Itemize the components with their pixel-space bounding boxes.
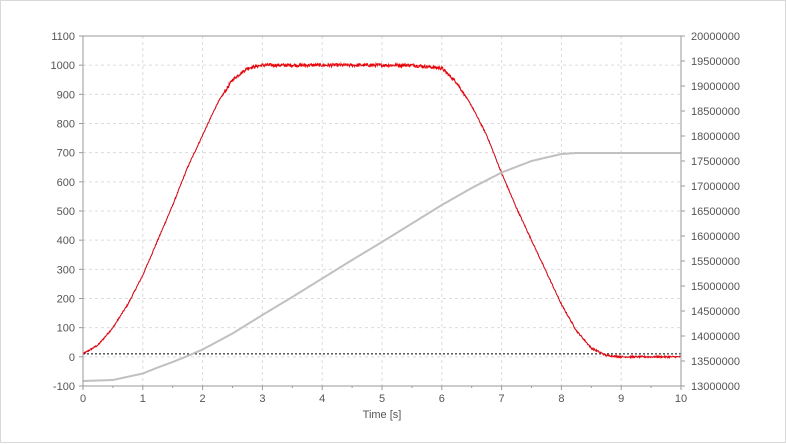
y-right-tick-label: 20000000	[691, 31, 740, 43]
y-left-tick-label: 100	[57, 323, 75, 335]
y-left-tick-label: 600	[57, 177, 75, 189]
y-left-tick-label: 200	[57, 294, 75, 306]
series-trend-0	[82, 64, 681, 358]
y-left-tick-label: 400	[57, 235, 75, 247]
y-right-tick-label: 17000000	[691, 181, 740, 193]
y-right-tick-label: 14000000	[691, 331, 740, 343]
tick-labels: 0 1 2 3 4 5 6 7 8 9 10 -100 0 100 200 300 400 500 600 700 80…	[51, 31, 740, 405]
y-right-tick-label: 13500000	[691, 356, 740, 368]
y-right-tick-label: 18500000	[691, 106, 740, 118]
y-left-tick-label: -100	[53, 381, 75, 393]
plot-area	[82, 61, 682, 382]
y-right-tick-label: 17500000	[691, 156, 740, 168]
y-right-tick-label: 18000000	[691, 131, 740, 143]
grid	[79, 35, 685, 390]
x-tick-label: 2	[200, 393, 206, 405]
x-tick-label: 9	[618, 393, 624, 405]
y-right-tick-label: 13000000	[691, 381, 740, 393]
x-tick-label: 1	[140, 393, 146, 405]
y-left-tick-label: 300	[57, 264, 75, 276]
y-right-tick-label: 19000000	[691, 81, 740, 93]
y-left-tick-label: 500	[57, 206, 75, 218]
y-right-tick-label: 19500000	[691, 56, 740, 68]
x-tick-label: 6	[439, 393, 445, 405]
x-tick-label: 5	[379, 393, 385, 405]
y-left-tick-label: 900	[57, 89, 75, 101]
x-tick-label: 3	[259, 393, 265, 405]
plot-border	[82, 35, 682, 387]
x-tick-label: 10	[675, 393, 687, 405]
x-tick-label: 8	[558, 393, 564, 405]
y-right-tick-label: 15500000	[691, 256, 740, 268]
y-left-tick-label: 800	[57, 119, 75, 131]
x-tick-label: 0	[80, 393, 86, 405]
y-right-tick-label: 16000000	[691, 231, 740, 243]
y-right-tick-label: 16500000	[691, 206, 740, 218]
y-left-tick-label: 1100	[51, 31, 75, 43]
series-line-1	[82, 152, 681, 382]
y-left-tick-label: 1000	[51, 60, 75, 72]
x-axis-label: Time [s]	[363, 409, 402, 421]
x-tick-label: 7	[499, 393, 505, 405]
y-right-tick-label: 15000000	[691, 281, 740, 293]
y-left-tick-label: 700	[57, 148, 75, 160]
y-left-tick-label: 0	[69, 352, 75, 364]
x-tick-label: 4	[319, 393, 325, 405]
y-right-tick-label: 14500000	[691, 306, 740, 318]
